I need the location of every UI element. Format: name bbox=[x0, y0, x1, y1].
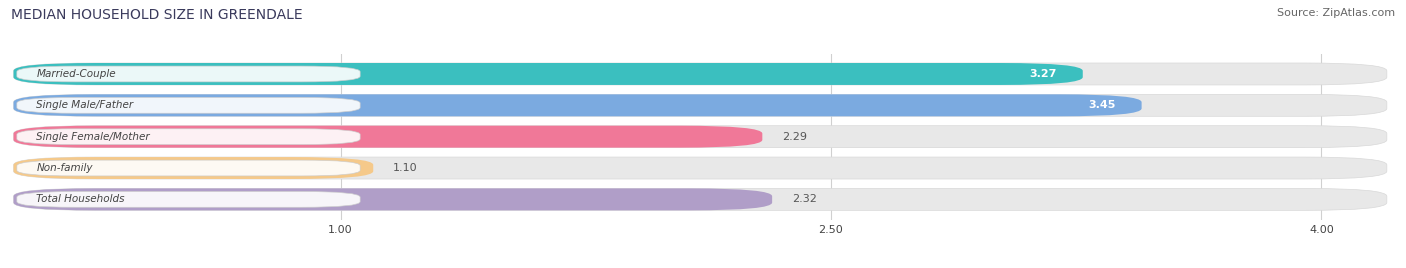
Text: 3.45: 3.45 bbox=[1088, 100, 1115, 110]
FancyBboxPatch shape bbox=[14, 157, 373, 179]
FancyBboxPatch shape bbox=[14, 157, 1386, 179]
Text: 2.32: 2.32 bbox=[792, 194, 817, 204]
FancyBboxPatch shape bbox=[17, 191, 360, 207]
Text: 1.10: 1.10 bbox=[392, 163, 418, 173]
Text: Single Male/Father: Single Male/Father bbox=[37, 100, 134, 110]
Text: Single Female/Mother: Single Female/Mother bbox=[37, 132, 150, 142]
FancyBboxPatch shape bbox=[14, 63, 1083, 85]
FancyBboxPatch shape bbox=[14, 94, 1142, 116]
FancyBboxPatch shape bbox=[17, 160, 360, 176]
FancyBboxPatch shape bbox=[14, 126, 762, 148]
Text: 2.29: 2.29 bbox=[782, 132, 807, 142]
FancyBboxPatch shape bbox=[17, 129, 360, 144]
FancyBboxPatch shape bbox=[14, 63, 1386, 85]
FancyBboxPatch shape bbox=[14, 188, 772, 210]
Text: Married-Couple: Married-Couple bbox=[37, 69, 117, 79]
Text: MEDIAN HOUSEHOLD SIZE IN GREENDALE: MEDIAN HOUSEHOLD SIZE IN GREENDALE bbox=[11, 8, 302, 22]
Text: Total Households: Total Households bbox=[37, 194, 125, 204]
Text: Non-family: Non-family bbox=[37, 163, 93, 173]
FancyBboxPatch shape bbox=[17, 66, 360, 82]
Text: Source: ZipAtlas.com: Source: ZipAtlas.com bbox=[1277, 8, 1395, 18]
FancyBboxPatch shape bbox=[17, 98, 360, 113]
FancyBboxPatch shape bbox=[14, 94, 1386, 116]
FancyBboxPatch shape bbox=[14, 188, 1386, 210]
Text: 3.27: 3.27 bbox=[1029, 69, 1056, 79]
FancyBboxPatch shape bbox=[14, 126, 1386, 148]
